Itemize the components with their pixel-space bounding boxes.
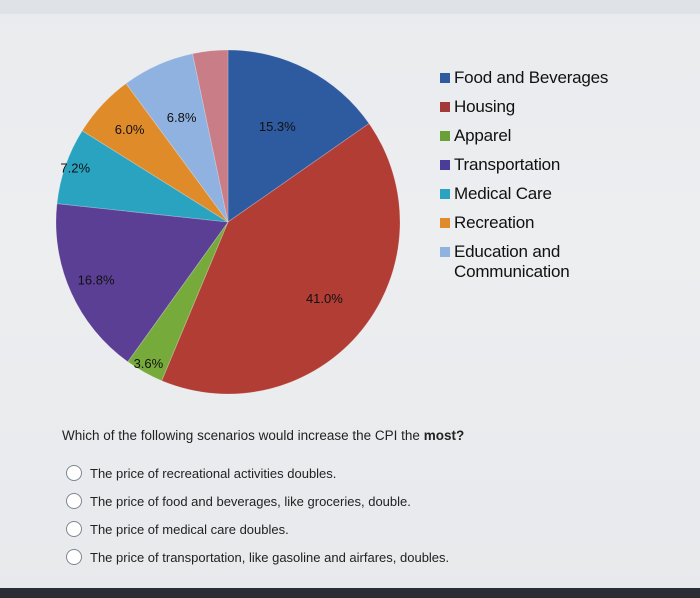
answer-option[interactable]: The price of medical care doubles. [66,518,449,540]
radio-button[interactable] [66,521,82,537]
legend-swatch [440,160,450,170]
legend-item: Transportation [440,155,644,175]
pie-slice [56,130,229,223]
legend-swatch [440,131,450,141]
legend-swatch [440,73,450,83]
question-emphasis: most? [423,428,465,443]
legend-label: Recreation [454,213,535,232]
legend-swatch [440,247,450,257]
legend-label: Apparel [454,126,512,145]
pie-slice [161,122,401,395]
slice-label: 7.2% [60,161,90,176]
legend-label: Housing [454,97,515,116]
answer-option[interactable]: The price of recreational activities dou… [66,462,449,484]
pie-slice [125,53,229,223]
legend-item: Food and Beverages [440,68,644,88]
slice-label: 6.8% [167,110,197,125]
pie-slice [81,82,229,223]
legend-item: Apparel [440,126,644,146]
option-label: The price of transportation, like gasoli… [90,549,450,565]
slice-label: 41.0% [306,291,343,306]
radio-button[interactable] [66,549,82,565]
answer-option[interactable]: The price of transportation, like gasoli… [66,546,449,568]
radio-button[interactable] [66,493,82,509]
slice-label: 3.6% [134,356,164,371]
pie-slice [127,221,229,382]
pie-slice [227,49,370,223]
question-text: Which of the following scenarios would i… [62,428,464,443]
option-label: The price of medical care doubles. [90,521,289,537]
legend-swatch [440,102,450,112]
legend-item: Medical Care [440,184,644,204]
legend-label: Food and Beverages [454,68,609,87]
slice-label: 16.8% [78,272,115,287]
slice-label: 6.0% [115,122,145,137]
slice-label: 15.3% [259,119,296,134]
legend-item: Recreation [440,213,644,233]
bottom-strip [0,588,700,598]
legend-label: Medical Care [454,184,552,203]
pie-slice [55,203,229,363]
option-label: The price of food and beverages, like gr… [90,493,411,509]
legend-item: Education and Communication [440,242,644,282]
legend-item: Housing [440,97,644,117]
chart-legend: Food and Beverages Housing Apparel Trans… [440,68,644,282]
legend-label: Transportation [454,155,561,174]
answer-option[interactable]: The price of food and beverages, like gr… [66,490,449,512]
answer-options: The price of recreational activities dou… [66,462,449,574]
pie-slice [192,49,229,223]
question-prefix: Which of the following scenarios would i… [62,428,424,443]
legend-label: Education and Communication [454,242,570,281]
top-strip [0,0,700,14]
legend-swatch [440,218,450,228]
radio-button[interactable] [66,465,82,481]
option-label: The price of recreational activities dou… [90,465,337,481]
legend-swatch [440,189,450,199]
